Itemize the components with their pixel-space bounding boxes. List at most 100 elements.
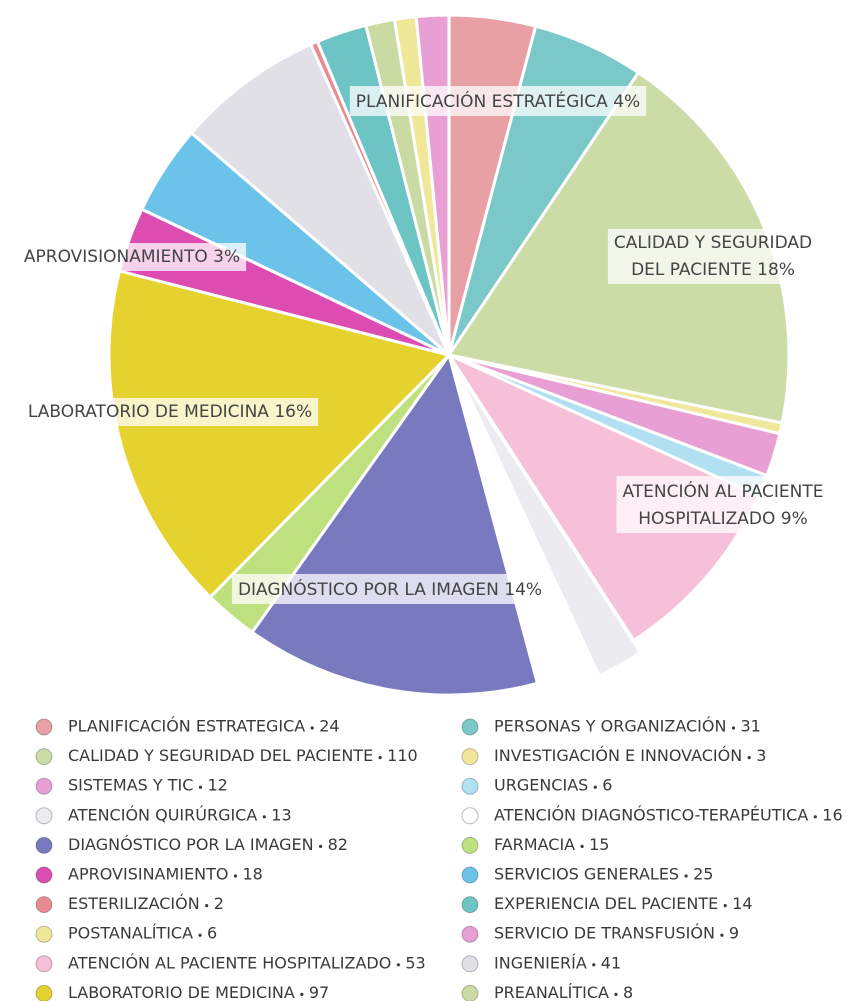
- legend-item: EXPERIENCIA DEL PACIENTE 14: [461, 894, 753, 914]
- pie-slice: [189, 42, 451, 357]
- legend-swatch: [461, 866, 479, 884]
- legend-item: PERSONAS Y ORGANIZACIÓN 31: [461, 717, 761, 736]
- slice-label: CALIDAD Y SEGURIDAD DEL PACIENTE 18%: [607, 229, 819, 284]
- legend-label: SISTEMAS Y TIC: [68, 776, 193, 795]
- legend-item: CALIDAD Y SEGURIDAD DEL PACIENTE 110: [35, 746, 418, 766]
- label-box: [616, 476, 830, 533]
- legend-swatch: [461, 984, 479, 1001]
- legend-separator: [396, 963, 400, 967]
- legend-value: 14: [732, 894, 752, 913]
- legend-swatch: [461, 925, 479, 943]
- legend-swatch: [461, 836, 479, 854]
- legend-value: 3: [756, 746, 766, 765]
- legend-item: POSTANALÍTICA 6: [35, 924, 217, 943]
- legend-value: 6: [602, 776, 612, 795]
- legend-value: 18: [242, 865, 262, 884]
- legend-label: DIAGNÓSTICO POR LA IMAGEN: [68, 835, 314, 854]
- legend-value: 16: [822, 805, 842, 824]
- legend-separator: [723, 904, 727, 908]
- legend-item: ESTERILIZACIÓN 2: [35, 894, 224, 914]
- legend-value: 12: [207, 776, 227, 795]
- legend-label: ATENCIÓN QUIRÚRGICA: [68, 805, 257, 824]
- legend-label: APROVISINAMIENTO: [68, 865, 228, 884]
- legend-item: ATENCIÓN DIAGNÓSTICO-TERAPÉUTICA 16: [461, 805, 843, 825]
- legend-label: ATENCIÓN AL PACIENTE HOSPITALIZADO: [68, 953, 391, 972]
- legend-value: 15: [589, 835, 609, 854]
- slice-label: LABORATORIO DE MEDICINA 16%: [21, 398, 319, 426]
- legend-item: SISTEMAS Y TIC 12: [35, 776, 228, 795]
- slice-label: ATENCIÓN AL PACIENTE HOSPITALIZADO 9%: [616, 476, 830, 533]
- legend-separator: [813, 815, 817, 819]
- legend-label: POSTANALÍTICA: [68, 924, 193, 943]
- legend-separator: [593, 785, 597, 789]
- label-box: [21, 398, 319, 426]
- slice-label: DIAGNÓSTICO POR LA IMAGEN 14%: [231, 574, 549, 604]
- label-box: [17, 243, 247, 271]
- legend-separator: [262, 815, 266, 819]
- legend-swatch: [35, 777, 53, 795]
- legend-label: INGENIERÍA: [494, 953, 587, 972]
- slice-label: PLANIFICACIÓN ESTRATÉGICA 4%: [349, 86, 647, 116]
- legend-separator: [592, 963, 596, 967]
- legend-item: ATENCIÓN AL PACIENTE HOSPITALIZADO 53: [35, 953, 426, 973]
- legend-swatch: [35, 866, 53, 884]
- legend-value: 24: [319, 717, 339, 736]
- legend-item: FARMACIA 15: [461, 835, 609, 854]
- legend-swatch: [35, 984, 53, 1001]
- legend-swatch: [461, 807, 479, 825]
- legend-swatch: [461, 896, 479, 914]
- slice-label-text: HOSPITALIZADO 9%: [638, 509, 808, 529]
- legend-swatch: [461, 955, 479, 973]
- slice-label-text: CALIDAD Y SEGURIDAD: [614, 233, 812, 253]
- pie-slice: [455, 375, 602, 706]
- legend-label: EXPERIENCIA DEL PACIENTE: [494, 894, 718, 913]
- slice-label-text: PLANIFICACIÓN ESTRATÉGICA 4%: [356, 90, 640, 112]
- legend-value: 13: [271, 805, 291, 824]
- legend-separator: [198, 933, 202, 937]
- legend-item: APROVISINAMIENTO 18: [35, 865, 263, 884]
- legend-label: PREANALÍTICA: [494, 983, 609, 1001]
- legend-swatch: [35, 925, 53, 943]
- legend-swatch: [35, 955, 53, 973]
- legend-label: LABORATORIO DE MEDICINA: [68, 983, 295, 1001]
- pie-slice: [250, 351, 540, 697]
- pie-slice: [454, 366, 643, 678]
- legend-label: URGENCIAS: [494, 776, 588, 795]
- legend-swatch: [35, 748, 53, 766]
- legend-separator: [318, 844, 323, 849]
- legend-separator: [198, 785, 203, 789]
- legend-value: 9: [729, 924, 739, 943]
- legend-label: SERVICIOS GENERALES: [494, 865, 679, 884]
- legend-label: PLANIFICACIÓN ESTRATEGICA: [68, 717, 305, 736]
- legend-label: PERSONAS Y ORGANIZACIÓN: [494, 717, 726, 736]
- legend-item: URGENCIAS 6: [461, 776, 612, 795]
- legend-separator: [300, 992, 304, 997]
- legend-item: ATENCIÓN QUIRÚRGICA 13: [35, 805, 292, 825]
- legend-item: DIAGNÓSTICO POR LA IMAGEN 82: [35, 835, 348, 854]
- legend-swatch: [35, 896, 53, 914]
- legend-separator: [684, 874, 688, 878]
- legend-separator: [614, 992, 618, 997]
- legend-item: SERVICIOS GENERALES 25: [461, 865, 713, 884]
- slice-label: APROVISIONAMIENTO 3%: [17, 243, 247, 271]
- legend-separator: [205, 904, 209, 908]
- legend-item: PLANIFICACIÓN ESTRATEGICA 24: [35, 717, 340, 736]
- legend-value: 82: [328, 835, 348, 854]
- legend-value: 97: [309, 983, 329, 1001]
- legend-separator: [580, 844, 584, 849]
- slice-label-text: LABORATORIO DE MEDICINA 16%: [28, 402, 312, 422]
- legend-label: ATENCIÓN DIAGNÓSTICO-TERAPÉUTICA: [494, 805, 808, 824]
- legend-value: 25: [693, 865, 713, 884]
- legend-label: ESTERILIZACIÓN: [68, 894, 200, 913]
- slice-label-text: DIAGNÓSTICO POR LA IMAGEN 14%: [238, 578, 542, 600]
- legend-value: 8: [623, 983, 633, 1001]
- pie-slice: [107, 269, 452, 600]
- legend-value: 6: [207, 924, 217, 943]
- legend-item: PREANALÍTICA 8: [461, 983, 633, 1001]
- legend-swatch: [35, 807, 53, 825]
- legend-swatch: [35, 836, 53, 854]
- label-box: [231, 574, 549, 604]
- slice-label-text: APROVISIONAMIENTO 3%: [24, 247, 240, 267]
- legend-separator: [731, 726, 736, 730]
